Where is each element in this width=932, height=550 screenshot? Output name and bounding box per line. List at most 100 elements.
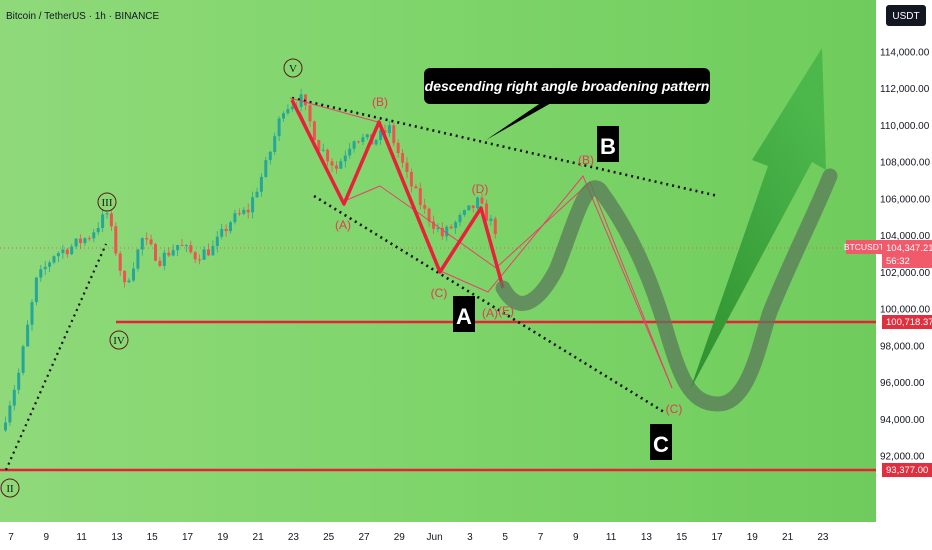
- candle-body: [454, 222, 458, 229]
- callout-box: [424, 68, 710, 104]
- candle-body: [414, 186, 418, 189]
- candle-body: [277, 118, 281, 137]
- candle-body: [357, 141, 360, 143]
- y-tick-label: 114,000.00: [880, 48, 930, 59]
- wave-label-II-text: II: [6, 483, 14, 495]
- x-tick-label: 29: [394, 532, 406, 543]
- candle-body: [312, 121, 316, 141]
- x-tick-label: 27: [358, 532, 370, 543]
- candle-body: [387, 125, 391, 134]
- wave-label-A-minor-2: (A): [482, 306, 498, 320]
- x-tick-label: 17: [711, 532, 723, 543]
- candle-body: [432, 221, 435, 229]
- candle-body: [4, 422, 7, 431]
- candle-body: [158, 260, 162, 266]
- candle-body: [198, 259, 202, 261]
- x-tick-label: 11: [606, 532, 617, 543]
- price-tag-level2-box: [882, 463, 932, 477]
- price-tag-level1[interactable]: 100,718.37: [882, 315, 932, 329]
- candle-body: [308, 105, 312, 122]
- candle-body: [123, 270, 127, 283]
- candle-body: [282, 113, 285, 119]
- candle-body: [440, 227, 444, 237]
- wave-structure-red: [290, 99, 505, 289]
- time-axis[interactable]: 7 9 11 13 15 17 19 21 23 25 27 29 Jun 3 5 7 9 11 13 15 17 19 2…: [8, 532, 829, 543]
- candle-body: [12, 389, 16, 406]
- candle-body: [202, 249, 206, 260]
- candle-body: [273, 136, 277, 152]
- wave-label-B-minor-2: (B): [578, 153, 594, 167]
- candle-body: [215, 236, 219, 247]
- wave-label-C-minor-2: (C): [666, 402, 683, 416]
- candle-body: [8, 405, 12, 423]
- y-tick-label: 92,000.00: [880, 452, 925, 463]
- candle-body: [83, 238, 87, 244]
- candle-body: [167, 252, 171, 256]
- wave-label-B-minor: (B): [372, 95, 388, 109]
- candle-body: [361, 137, 365, 142]
- wave-label-IV-text: IV: [113, 335, 125, 347]
- candle-body: [154, 244, 157, 261]
- broadening-upper-line: [291, 96, 719, 198]
- price-tag-level2-price: 93,377.00: [886, 465, 928, 476]
- price-tag-btcusdt[interactable]: BTCUSDT 104,347.21 56:32: [844, 240, 932, 268]
- candle-body: [339, 161, 343, 169]
- candle-body: [65, 249, 69, 255]
- candle-body: [286, 109, 290, 114]
- time-axis-background: [0, 522, 876, 550]
- candle-body: [401, 153, 405, 163]
- candle-body: [184, 245, 188, 247]
- wave-label-C-box: [650, 424, 672, 460]
- bullish-arrow: [690, 48, 826, 390]
- wave-label-IV: IV: [109, 330, 129, 350]
- currency-button-label[interactable]: USDT: [892, 11, 919, 22]
- price-axis[interactable]: 114,000.00 112,000.00 110,000.00 108,000.00…: [880, 48, 930, 463]
- candle-body: [365, 134, 369, 138]
- candle-body: [255, 191, 259, 198]
- currency-button-box[interactable]: [886, 5, 926, 26]
- candle-body: [409, 171, 413, 187]
- y-tick-label: 104,000.00: [880, 231, 930, 242]
- candle-body: [52, 256, 56, 263]
- candlestick-series: [4, 88, 497, 433]
- wave-label-V: V: [283, 58, 303, 78]
- candle-body: [379, 130, 383, 140]
- wave-label-B-box: [597, 126, 619, 162]
- x-tick-label: 23: [288, 532, 300, 543]
- candle-body: [17, 372, 21, 390]
- candle-body: [423, 205, 427, 209]
- candle-body: [259, 176, 263, 192]
- wave-label-A-text: A: [456, 304, 472, 329]
- candle-body: [48, 262, 52, 267]
- candle-body: [109, 213, 113, 227]
- x-tick-label: 23: [817, 532, 829, 543]
- wave-label-C-minor: (C): [431, 286, 448, 300]
- candle-body: [458, 215, 462, 223]
- candle-body: [237, 213, 241, 215]
- price-tag-btcusdt-price-box: [882, 240, 932, 268]
- currency-button[interactable]: USDT: [886, 5, 926, 26]
- broadening-lower-line: [313, 194, 665, 414]
- candle-body: [136, 249, 140, 269]
- candle-body: [162, 252, 166, 266]
- candle-body: [101, 214, 105, 228]
- wave-label-A-minor: (A): [335, 218, 351, 232]
- x-tick-label: 5: [502, 532, 508, 543]
- wave-label-III-circle: [97, 192, 117, 212]
- price-tag-level2[interactable]: 93,377.00: [882, 463, 932, 477]
- candle-body: [70, 246, 74, 255]
- wave-label-III: III: [97, 192, 117, 212]
- wave-label-E-minor: (E): [498, 304, 514, 318]
- candle-body: [330, 161, 334, 166]
- x-tick-label: 13: [111, 532, 123, 543]
- projection-thin-red-upper: [289, 97, 673, 389]
- x-tick-label: 9: [573, 532, 579, 543]
- wave-label-A-major: A: [453, 296, 475, 332]
- candle-body: [471, 205, 475, 208]
- x-tick-label: 19: [747, 532, 759, 543]
- y-tick-label: 100,000.00: [880, 305, 930, 316]
- wave-label-III-text: III: [102, 197, 113, 209]
- x-tick-label: 25: [323, 532, 335, 543]
- y-tick-label: 106,000.00: [880, 194, 930, 205]
